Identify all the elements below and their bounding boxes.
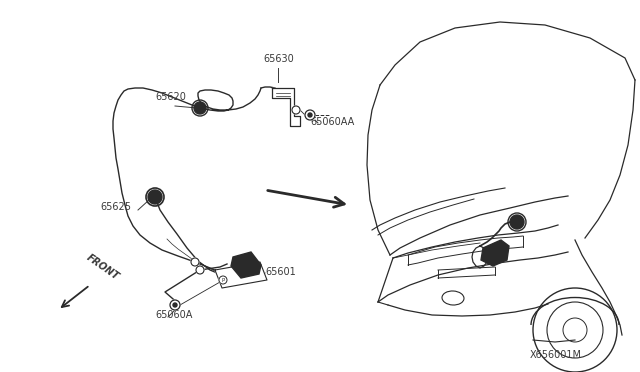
Text: P: P [221, 279, 225, 283]
Polygon shape [231, 252, 261, 278]
Circle shape [305, 110, 315, 120]
Ellipse shape [442, 291, 464, 305]
Circle shape [510, 215, 524, 229]
Text: 65601: 65601 [265, 267, 296, 277]
Text: X656001M: X656001M [530, 350, 582, 360]
Circle shape [219, 276, 227, 284]
Text: 65060A: 65060A [155, 310, 193, 320]
Polygon shape [215, 262, 267, 288]
Polygon shape [481, 240, 509, 266]
Text: 65060AA: 65060AA [310, 117, 355, 127]
Circle shape [194, 102, 206, 114]
Text: FRONT: FRONT [85, 253, 121, 282]
Circle shape [196, 266, 204, 274]
Circle shape [191, 258, 199, 266]
Circle shape [173, 303, 177, 307]
Circle shape [170, 300, 180, 310]
Circle shape [308, 113, 312, 117]
Text: 65630: 65630 [263, 54, 294, 64]
Text: 65625: 65625 [100, 202, 131, 212]
Circle shape [148, 190, 162, 204]
Text: 65620: 65620 [155, 92, 186, 102]
Polygon shape [272, 88, 300, 126]
Circle shape [292, 106, 300, 114]
